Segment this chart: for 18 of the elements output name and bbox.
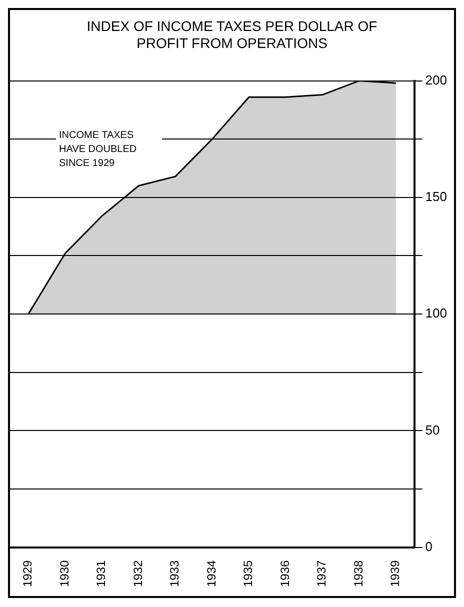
x-tick-label: 1929	[20, 560, 35, 588]
x-tick-label: 1937	[314, 560, 329, 588]
y-tick-label: 200	[425, 72, 448, 88]
x-tick-label: 1932	[130, 560, 145, 588]
y-tick-label: 0	[425, 538, 433, 554]
chart-title: INDEX OF INCOME TAXES PER DOLLAR OF PROFIT FROM OPERATIONS	[86, 18, 378, 53]
x-tick-label: 1931	[94, 560, 108, 588]
x-tick-label: 1930	[57, 560, 72, 588]
x-tick-label: 1936	[278, 560, 292, 588]
y-tick-label: 150	[425, 189, 448, 204]
annotation: INCOME TAXES HAVE DOUBLED SINCE 1929	[56, 128, 162, 172]
y-tick-label: 100	[425, 306, 448, 321]
y-tick-label: 50	[425, 422, 440, 438]
x-tick-label: 1933	[168, 560, 182, 588]
x-tick-label: 1934	[204, 560, 218, 588]
x-tick-label: 1938	[351, 560, 366, 588]
x-tick-label: 1935	[241, 560, 256, 588]
x-tick-label: 1939	[388, 560, 402, 588]
